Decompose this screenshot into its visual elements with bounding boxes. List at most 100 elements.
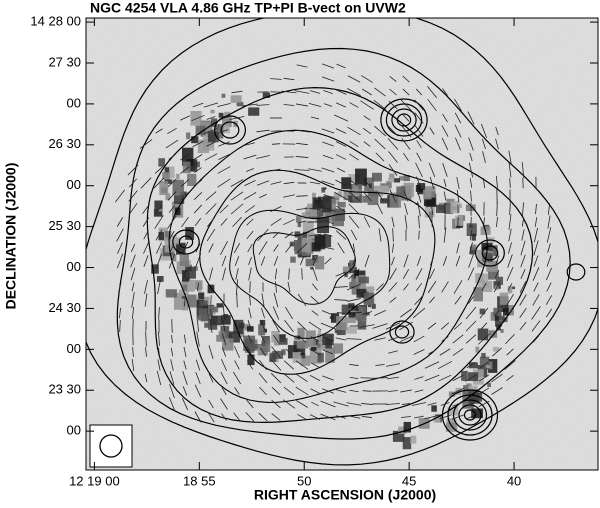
b-vector <box>155 253 163 269</box>
b-vector <box>301 268 303 280</box>
b-vector <box>218 141 230 147</box>
b-vector <box>415 88 423 96</box>
uv-clump <box>488 330 498 338</box>
b-vector <box>232 216 242 228</box>
b-vector <box>362 390 372 392</box>
b-vector <box>169 230 175 240</box>
b-vector <box>193 179 203 187</box>
b-vector <box>261 307 265 319</box>
b-vector <box>320 206 336 212</box>
uv-clump <box>297 223 302 228</box>
b-vector <box>248 307 252 319</box>
uv-clump <box>368 286 375 291</box>
b-vector <box>440 402 450 406</box>
uv-clump <box>473 287 483 302</box>
b-vector <box>258 372 268 384</box>
uv-clump <box>164 167 170 174</box>
b-vector <box>167 178 177 188</box>
b-vector <box>387 138 399 150</box>
b-vector <box>507 283 513 291</box>
b-vector <box>533 282 539 292</box>
contour-peak <box>385 103 423 137</box>
b-vector <box>362 190 372 202</box>
uv-clump <box>507 286 513 294</box>
uv-clump <box>358 276 369 284</box>
b-vector <box>508 162 512 178</box>
uv-clump <box>302 220 314 237</box>
b-vector <box>428 162 436 178</box>
b-vector <box>217 166 231 174</box>
b-vector <box>140 177 152 189</box>
uv-clump <box>175 173 180 180</box>
uv-clump <box>230 95 242 103</box>
b-vector <box>469 229 473 241</box>
b-vector <box>206 228 216 242</box>
uv-clump <box>296 341 308 349</box>
b-vector <box>271 143 281 145</box>
b-vector <box>347 88 361 96</box>
b-vector <box>295 360 309 370</box>
b-vector <box>182 370 188 386</box>
b-vector <box>117 242 123 254</box>
b-vector <box>296 195 308 197</box>
b-vector <box>361 403 373 405</box>
b-vector <box>403 283 409 291</box>
uv-clump <box>463 384 470 392</box>
b-vector <box>270 78 282 80</box>
contour-peak <box>214 115 247 145</box>
b-vector <box>206 217 216 227</box>
b-vector <box>389 297 397 303</box>
b-vector <box>521 162 525 178</box>
b-vector <box>441 125 449 137</box>
uv-clump <box>182 161 191 174</box>
uv-clump <box>341 177 352 190</box>
b-vector <box>413 349 425 355</box>
uv-clump <box>455 387 462 395</box>
b-vector <box>195 243 201 253</box>
b-vector <box>311 401 319 407</box>
b-vector <box>440 322 450 330</box>
b-vector <box>260 335 266 343</box>
uv-clump <box>445 204 454 214</box>
b-vector <box>221 387 227 395</box>
b-vector <box>416 189 422 203</box>
uv-clump <box>248 108 255 116</box>
b-vector <box>361 311 373 315</box>
uv-clump <box>223 314 229 318</box>
b-vector <box>363 216 371 228</box>
b-vector <box>349 153 359 161</box>
b-vector <box>197 320 199 332</box>
b-vector <box>441 137 449 151</box>
uv-clump <box>190 110 202 126</box>
b-vector <box>142 204 150 214</box>
b-vector <box>143 255 149 267</box>
b-vector <box>193 154 203 160</box>
uv-clump <box>297 327 305 339</box>
uv-clump <box>187 173 197 187</box>
b-vector <box>468 137 474 151</box>
uv-clump <box>325 347 335 363</box>
b-vector <box>244 180 256 186</box>
uv-clump <box>357 318 367 330</box>
uv-clump <box>182 147 194 166</box>
uv-clump <box>482 252 493 263</box>
b-vector <box>321 167 335 173</box>
uv-clump <box>336 315 348 331</box>
uv-clump <box>191 136 199 144</box>
b-vector <box>333 401 349 407</box>
b-vector <box>180 166 190 174</box>
uv-clump <box>294 240 306 255</box>
b-vector <box>456 189 460 203</box>
uv-clump <box>246 326 254 332</box>
uv-clump <box>424 201 435 218</box>
uv-clump <box>271 331 280 343</box>
b-vector <box>521 217 525 227</box>
uv-clump <box>171 235 178 243</box>
b-vector <box>404 215 408 229</box>
uv-clump <box>348 195 353 202</box>
uv-clump <box>310 242 321 252</box>
b-vector <box>283 218 295 226</box>
b-vector <box>378 228 382 242</box>
uv-clump <box>482 280 493 292</box>
uv-clump <box>181 296 186 299</box>
